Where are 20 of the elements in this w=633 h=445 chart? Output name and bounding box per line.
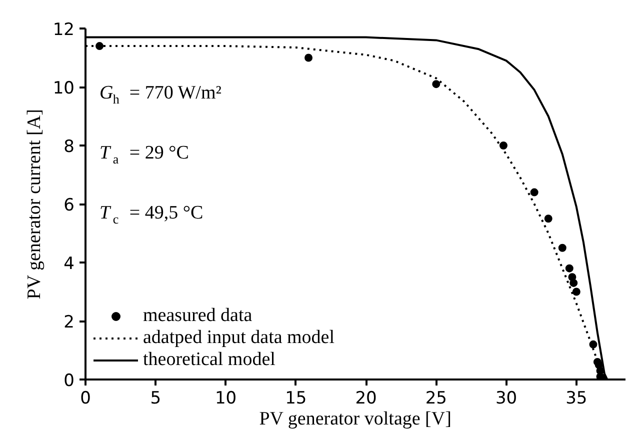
legend-label: measured data bbox=[143, 305, 252, 327]
x-tick-label: 35 bbox=[566, 388, 588, 408]
x-tick-label: 30 bbox=[495, 388, 518, 408]
x-tick-label: 25 bbox=[425, 388, 447, 408]
y-tick-label: 12 bbox=[52, 20, 75, 40]
y-tick-label: 4 bbox=[64, 254, 75, 274]
x-axis-title: PV generator voltage [V] bbox=[259, 408, 452, 430]
legend-label: theoretical model bbox=[143, 349, 276, 371]
y-axis-title: PV generator current [A] bbox=[24, 109, 45, 300]
y-tick-label: 8 bbox=[64, 137, 75, 157]
x-tick-label: 20 bbox=[355, 388, 377, 408]
y-tick-label: 6 bbox=[64, 196, 75, 216]
y-tick-label: 2 bbox=[64, 312, 75, 332]
y-tick-label: 0 bbox=[64, 371, 75, 391]
x-tick-label: 10 bbox=[214, 388, 237, 408]
x-tick-label: 0 bbox=[80, 388, 91, 408]
x-tick-label: 15 bbox=[285, 388, 307, 408]
x-tick-label: 5 bbox=[150, 388, 162, 408]
y-tick-label: 10 bbox=[52, 78, 75, 98]
legend-label: adatped input data model bbox=[143, 327, 335, 349]
